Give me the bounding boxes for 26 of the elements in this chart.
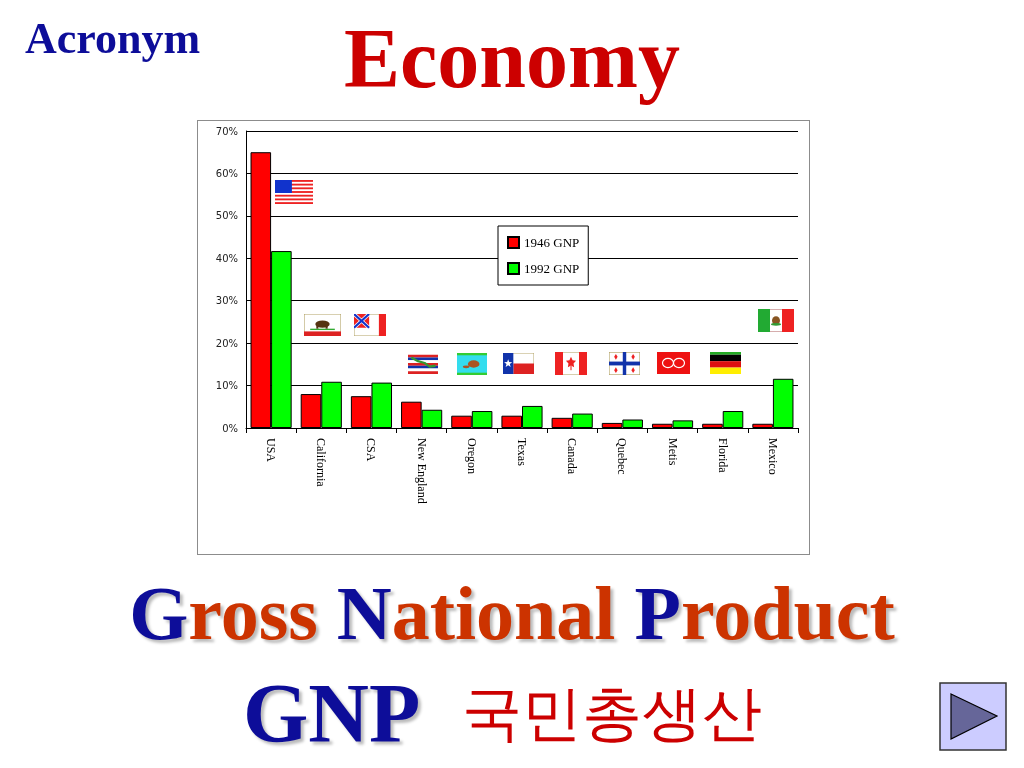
text: Gross National Product bbox=[129, 571, 895, 655]
x-tick-label: Mexico bbox=[765, 438, 780, 475]
x-tick-label: Florida bbox=[715, 438, 730, 474]
x-tick-label: Oregon bbox=[464, 438, 479, 474]
text: 국민총생산 bbox=[462, 678, 762, 748]
y-tick-label: 10% bbox=[215, 380, 238, 392]
x-tick-label: USA bbox=[264, 438, 279, 463]
x-tick-label: Quebec bbox=[615, 438, 630, 475]
x-tick-label: New England bbox=[414, 438, 429, 504]
y-tick-label: 0% bbox=[222, 422, 238, 434]
y-tick-label: 30% bbox=[215, 295, 238, 307]
y-tick-label: 40% bbox=[215, 252, 238, 264]
legend-label: 1992 GNP bbox=[524, 261, 580, 276]
text: Acronym bbox=[25, 14, 201, 63]
x-tick-label: CSA bbox=[364, 438, 379, 462]
x-tick-label: California bbox=[314, 438, 329, 488]
x-tick-label: Canada bbox=[565, 438, 580, 475]
y-tick-label: 60% bbox=[215, 167, 238, 179]
chart-title: Economy bbox=[344, 12, 680, 105]
y-tick-label: 50% bbox=[215, 210, 238, 222]
x-tick-label: Metis bbox=[665, 438, 680, 466]
text: GNP bbox=[243, 667, 421, 760]
x-tick-label: Texas bbox=[515, 438, 529, 467]
legend-label: 1946 GNP bbox=[524, 235, 580, 250]
y-tick-label: 20% bbox=[215, 337, 238, 349]
y-tick-label: 70% bbox=[215, 125, 238, 137]
